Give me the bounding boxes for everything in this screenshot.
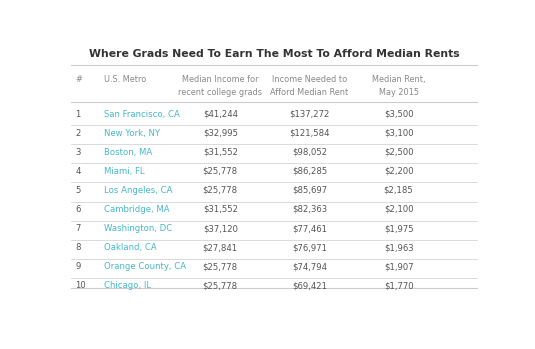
Text: $121,584: $121,584 xyxy=(289,129,330,138)
Text: $1,975: $1,975 xyxy=(384,224,414,233)
Text: New York, NY: New York, NY xyxy=(104,129,160,138)
Text: $25,778: $25,778 xyxy=(203,186,238,195)
Text: 3: 3 xyxy=(75,148,81,157)
Text: $74,794: $74,794 xyxy=(292,262,327,271)
Text: Orange County, CA: Orange County, CA xyxy=(104,262,186,271)
Text: $77,461: $77,461 xyxy=(292,224,327,233)
Text: $85,697: $85,697 xyxy=(292,186,327,195)
Text: 8: 8 xyxy=(75,243,81,252)
Text: $27,841: $27,841 xyxy=(203,243,238,252)
Text: 10: 10 xyxy=(75,281,86,290)
Text: $1,770: $1,770 xyxy=(384,281,414,290)
Text: 9: 9 xyxy=(75,262,81,271)
Text: Median Income for
recent college grads: Median Income for recent college grads xyxy=(178,75,262,97)
Text: 7: 7 xyxy=(75,224,81,233)
Text: 1: 1 xyxy=(75,110,81,119)
Text: $2,500: $2,500 xyxy=(384,148,414,157)
Text: Washington, DC: Washington, DC xyxy=(104,224,172,233)
Text: 2: 2 xyxy=(75,129,81,138)
Text: $2,100: $2,100 xyxy=(384,205,414,214)
Text: $137,272: $137,272 xyxy=(289,110,330,119)
Text: $82,363: $82,363 xyxy=(292,205,327,214)
Text: 4: 4 xyxy=(75,167,81,176)
Text: #: # xyxy=(75,75,82,84)
Text: Income Needed to
Afford Median Rent: Income Needed to Afford Median Rent xyxy=(270,75,349,97)
Text: $25,778: $25,778 xyxy=(203,167,238,176)
Text: Where Grads Need To Earn The Most To Afford Median Rents: Where Grads Need To Earn The Most To Aff… xyxy=(89,49,460,59)
Text: Chicago, IL: Chicago, IL xyxy=(104,281,151,290)
Text: $2,185: $2,185 xyxy=(384,186,414,195)
Text: $32,995: $32,995 xyxy=(203,129,238,138)
Text: $86,285: $86,285 xyxy=(292,167,327,176)
Text: $2,200: $2,200 xyxy=(384,167,414,176)
Text: San Francisco, CA: San Francisco, CA xyxy=(104,110,180,119)
Text: Cambridge, MA: Cambridge, MA xyxy=(104,205,170,214)
Text: Boston, MA: Boston, MA xyxy=(104,148,152,157)
Text: $41,244: $41,244 xyxy=(203,110,238,119)
Text: $31,552: $31,552 xyxy=(203,148,238,157)
Text: $31,552: $31,552 xyxy=(203,205,238,214)
Text: Median Rent,
May 2015: Median Rent, May 2015 xyxy=(372,75,425,97)
Text: $69,421: $69,421 xyxy=(292,281,327,290)
Text: Oakland, CA: Oakland, CA xyxy=(104,243,157,252)
Text: $1,907: $1,907 xyxy=(384,262,414,271)
Text: Miami, FL: Miami, FL xyxy=(104,167,145,176)
Text: $25,778: $25,778 xyxy=(203,281,238,290)
Text: $1,963: $1,963 xyxy=(384,243,414,252)
Text: $3,500: $3,500 xyxy=(384,110,414,119)
Text: $25,778: $25,778 xyxy=(203,262,238,271)
Text: U.S. Metro: U.S. Metro xyxy=(104,75,147,84)
Text: 5: 5 xyxy=(75,186,81,195)
Text: Los Angeles, CA: Los Angeles, CA xyxy=(104,186,173,195)
Text: $3,100: $3,100 xyxy=(384,129,414,138)
Text: $98,052: $98,052 xyxy=(292,148,327,157)
Text: 6: 6 xyxy=(75,205,81,214)
Text: $37,120: $37,120 xyxy=(203,224,238,233)
Text: $76,971: $76,971 xyxy=(292,243,327,252)
